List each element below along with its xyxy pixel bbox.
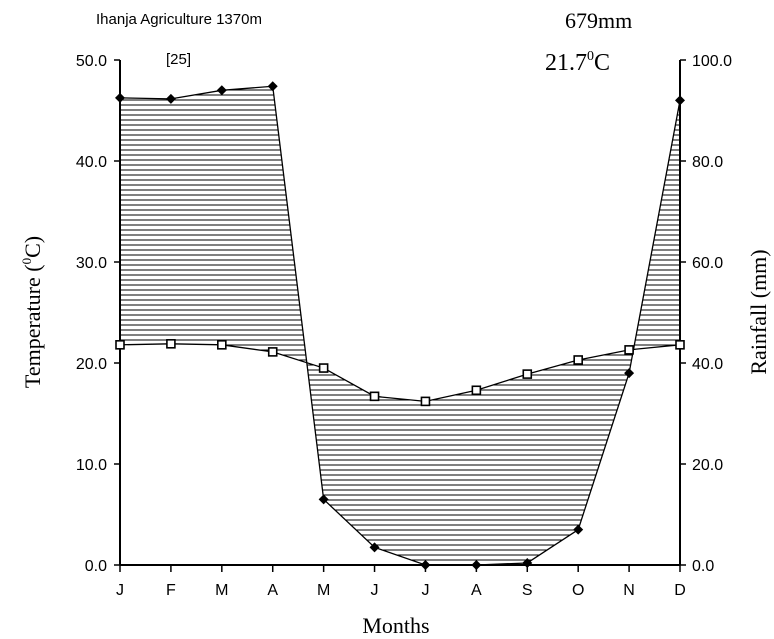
x-tick-label: N [623,582,635,599]
y-right-tick-label: 80.0 [692,154,723,171]
mean-temperature-unit: C [594,50,610,76]
chart-title: Ihanja Agriculture 1370m [96,11,262,28]
x-tick-label: D [674,582,686,599]
x-axis-label: Months [362,613,429,638]
y-right-tick-label: 100.0 [692,53,732,70]
temperature-point [420,396,431,407]
rainfall-point [165,93,176,104]
y-left-tick-label: 30.0 [76,255,107,272]
rainfall-hatch-fill [120,89,680,565]
y-left-tick-label: 40.0 [76,154,107,171]
x-tick-label: J [371,582,379,599]
temperature-point [267,347,278,357]
y-right-tick-label: 60.0 [692,255,723,272]
degree-sign: 0 [587,49,594,64]
y-left-tick-label: 50.0 [76,53,107,70]
rainfall-point [216,85,227,96]
temperature-point [217,340,227,350]
x-tick-label: A [471,582,482,599]
rainfall-point [369,542,380,553]
y-right-tick-label: 40.0 [692,356,723,373]
temperature-point [624,345,634,355]
y-left-tick-label: 20.0 [76,356,107,373]
tick-labels: 0.0 10.0 20.0 30.0 40.0 50.0 0.0 20.0 40.0 60.0 80… [76,53,732,599]
x-tick-label: S [522,582,533,599]
temperature-point [318,363,329,373]
x-tick-label: J [116,582,124,599]
rainfall-point [267,81,278,92]
series-lines [119,85,681,566]
temperature-point [522,369,533,379]
axes [114,59,686,572]
x-tick-label: M [215,582,228,599]
temperature-point [166,339,176,349]
rainfall-point [471,560,482,570]
rainfall-point [115,92,125,103]
y-axis-left-label: Temperature (0C) [19,236,45,388]
temperature-point [675,340,685,350]
x-tick-label: J [421,582,429,599]
rainfall-point [573,524,584,535]
y-axis-right-label: Rainfall (mm) [746,249,771,374]
series-markers [115,81,685,570]
x-tick-label: M [317,582,330,599]
y-left-tick-label: 10.0 [76,457,107,474]
mean-temperature: 21.70C [545,49,610,76]
y-left-tick-label: 0.0 [85,558,107,575]
x-tick-label: A [267,582,278,599]
temperature-line [119,343,681,403]
x-tick-label: F [166,582,176,599]
temperature-point [115,340,125,350]
rainfall-point [522,557,533,568]
rainfall-line [119,85,681,566]
rainfall-point [624,368,635,379]
rainfall-point [675,95,685,106]
rainfall-point [420,560,431,570]
temperature-point [573,355,583,365]
y-right-tick-label: 20.0 [692,457,723,474]
years-annotation: [25] [166,51,191,68]
temperature-point [471,385,482,396]
mean-temperature-value: 21.7 [545,50,587,76]
y-right-tick-label: 0.0 [692,558,714,575]
rainfall-point [318,494,329,505]
temperature-point [369,391,380,402]
annual-rainfall: 679mm [565,8,632,33]
x-tick-label: O [572,582,584,599]
